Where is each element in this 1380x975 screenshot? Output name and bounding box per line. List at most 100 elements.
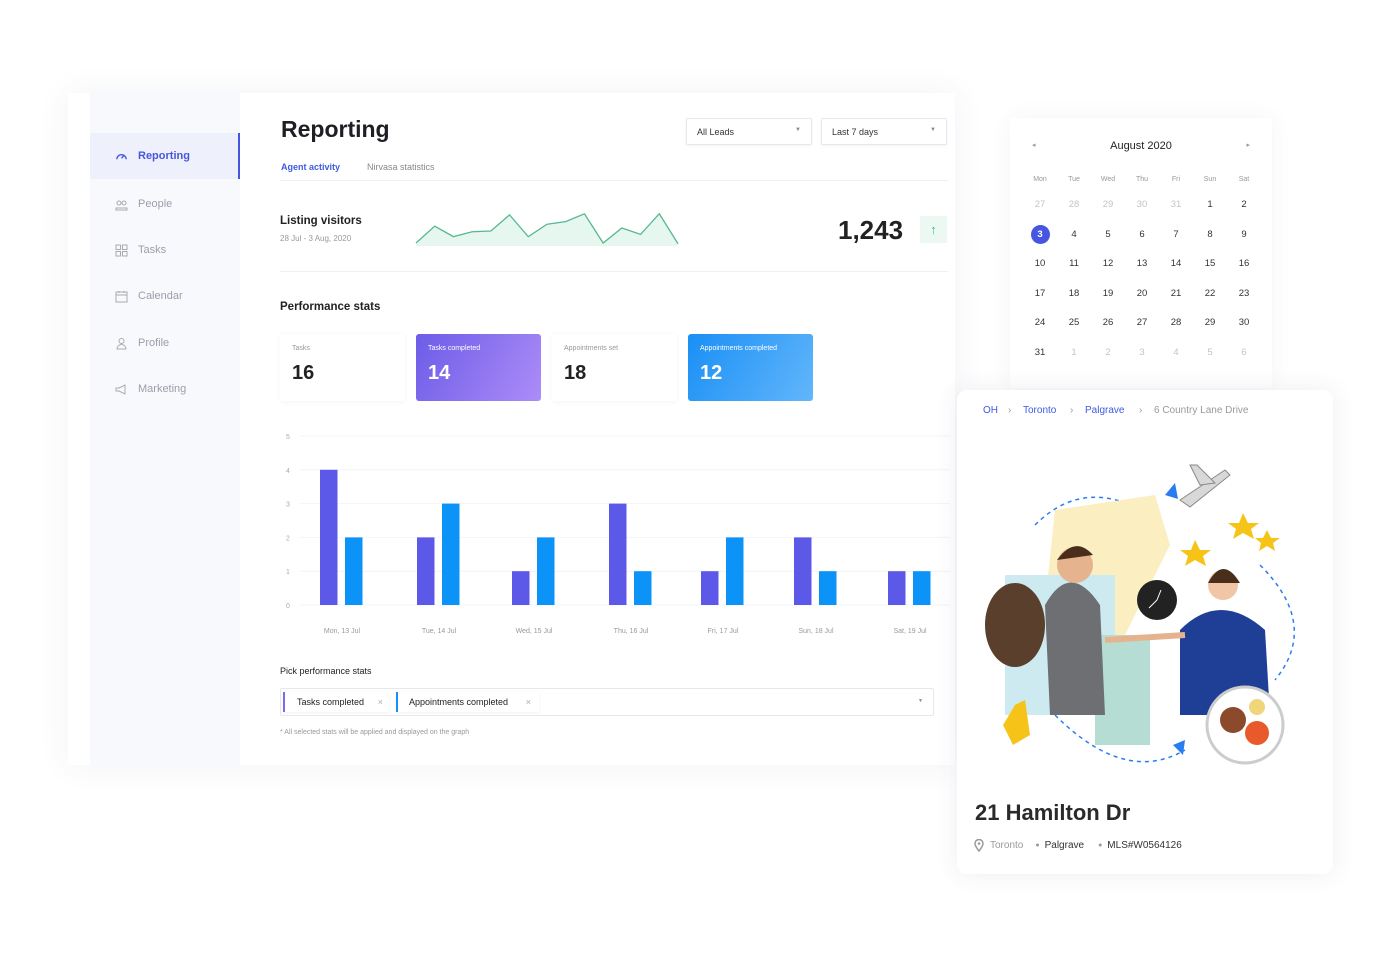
stat-card-tasks-completed[interactable]: Tasks completed 14 (416, 334, 541, 401)
divider (280, 180, 948, 181)
tab-agent-activity[interactable]: Agent activity (281, 162, 341, 172)
day-number: 27 (1136, 317, 1148, 329)
calendar-day[interactable]: 23 (1227, 279, 1261, 309)
day-number: 23 (1238, 287, 1250, 299)
breadcrumb-item[interactable]: OH (983, 405, 998, 416)
weekday-label: Sun (1203, 175, 1217, 183)
chip-tasks-completed[interactable]: Tasks completed × (283, 692, 389, 712)
calendar-day[interactable]: 18 (1057, 279, 1091, 309)
stat-label: Tasks completed (428, 345, 481, 352)
picker-title: Pick performance stats (280, 666, 372, 676)
day-number: 1 (1071, 346, 1077, 358)
calendar-day[interactable]: 9 (1227, 220, 1261, 250)
sparkline-line (415, 212, 679, 245)
calendar-day[interactable]: 25 (1057, 308, 1091, 338)
location-pin-icon (974, 839, 984, 852)
calendar-day[interactable]: 15 (1193, 249, 1227, 279)
listing-range: 28 Jul - 3 Aug, 2020 (280, 234, 352, 243)
calendar-day[interactable]: 26 (1091, 308, 1125, 338)
weekday-label: Thu (1135, 175, 1149, 183)
day-number: 1 (1207, 199, 1213, 211)
bar (819, 571, 837, 605)
calendar-day[interactable]: 20 (1125, 279, 1159, 309)
property-name: 21 Hamilton Dr (975, 800, 1131, 825)
calendar-day[interactable]: 14 (1159, 249, 1193, 279)
calendar-day[interactable]: 21 (1159, 279, 1193, 309)
calendar-day[interactable]: 1 (1193, 190, 1227, 220)
calendar-day[interactable]: 2 (1091, 338, 1125, 368)
stats-picker[interactable]: Tasks completed × Appointments completed ×… (280, 688, 934, 716)
calendar-day[interactable]: 28 (1159, 308, 1193, 338)
calendar-day[interactable]: 11 (1057, 249, 1091, 279)
calendar-day[interactable]: 4 (1159, 338, 1193, 368)
tab-nirvasa-statistics[interactable]: Nirvasa statistics (367, 162, 435, 172)
stat-card-appointments-completed[interactable]: Appointments completed 12 (688, 334, 813, 401)
calendar-day[interactable]: 5 (1193, 338, 1227, 368)
selected-day[interactable]: 3 (1030, 224, 1050, 244)
weekday-label: Fri (1171, 175, 1181, 183)
calendar-day[interactable]: 3 (1023, 220, 1057, 250)
calendar-day[interactable]: 29 (1091, 190, 1125, 220)
calendar-day[interactable]: 19 (1091, 279, 1125, 309)
calendar-day[interactable]: 1 (1057, 338, 1091, 368)
stat-card-tasks[interactable]: Tasks 16 (280, 334, 405, 401)
prev-month-icon[interactable]: ◂ (1032, 142, 1036, 149)
calendar-day[interactable]: 17 (1023, 279, 1057, 309)
calendar-day[interactable]: 27 (1023, 190, 1057, 220)
chevron-right-icon: › (1070, 405, 1074, 416)
day-number: 2 (1105, 346, 1111, 358)
calendar-day[interactable]: 29 (1193, 308, 1227, 338)
stat-card-appointments-set[interactable]: Appointments set 18 (552, 334, 677, 401)
calendar-day[interactable]: 6 (1227, 338, 1261, 368)
calendar-day[interactable]: 27 (1125, 308, 1159, 338)
sidebar-item-tasks[interactable]: Tasks (90, 227, 240, 273)
remove-chip-icon[interactable]: × (377, 697, 383, 707)
bar (320, 469, 338, 605)
sidebar-item-reporting[interactable]: Reporting (90, 133, 240, 179)
calendar-day[interactable]: 13 (1125, 249, 1159, 279)
x-tick-label: Tue, 14 Jul (422, 628, 457, 635)
hotel-reception-illustration (985, 464, 1296, 765)
leads-filter-dropdown[interactable]: All Leads ▼ (686, 118, 812, 145)
calendar-day[interactable]: 5 (1091, 220, 1125, 250)
calendar-day[interactable]: 28 (1057, 190, 1091, 220)
calendar-day[interactable]: 30 (1227, 308, 1261, 338)
next-month-icon[interactable]: ▸ (1246, 142, 1250, 149)
day-number: 11 (1069, 258, 1079, 270)
day-number: 14 (1170, 258, 1182, 270)
calendar-day[interactable]: 10 (1023, 249, 1057, 279)
calendar-day[interactable]: 12 (1091, 249, 1125, 279)
caret-down-icon[interactable]: ▼ (918, 698, 923, 704)
sidebar-item-label: Tasks (138, 244, 167, 256)
calendar-day[interactable]: 31 (1159, 190, 1193, 220)
sidebar-item-marketing[interactable]: Marketing (90, 366, 240, 412)
calendar-day[interactable]: 24 (1023, 308, 1057, 338)
calendar-day[interactable]: 8 (1193, 220, 1227, 250)
day-number: 12 (1102, 258, 1114, 270)
breadcrumb-item[interactable]: Toronto (1023, 405, 1057, 416)
day-number: 3 (1139, 346, 1145, 358)
calendar-day[interactable]: 4 (1057, 220, 1091, 250)
sidebar-item-people[interactable]: People (90, 181, 240, 227)
calendar-day[interactable]: 30 (1125, 190, 1159, 220)
calendar-day[interactable]: 7 (1159, 220, 1193, 250)
chip-appointments-completed[interactable]: Appointments completed × (396, 692, 539, 712)
calendar-day[interactable]: 6 (1125, 220, 1159, 250)
property-meta: Toronto ● Palgrave ● MLS#W0564126 (974, 839, 1182, 852)
calendar-day[interactable]: 31 (1023, 338, 1057, 368)
sidebar-item-label: Marketing (138, 383, 187, 395)
day-number: 5 (1105, 228, 1111, 240)
calendar-day[interactable]: 3 (1125, 338, 1159, 368)
stat-value: 16 (292, 362, 315, 384)
breadcrumb-item[interactable]: Palgrave (1085, 405, 1125, 416)
calendar-day[interactable]: 16 (1227, 249, 1261, 279)
stat-label: Appointments completed (700, 345, 778, 352)
remove-chip-icon[interactable]: × (525, 697, 531, 707)
sidebar-item-profile[interactable]: Profile (90, 320, 240, 366)
y-tick-label: 4 (286, 468, 290, 475)
calendar-day[interactable]: 2 (1227, 190, 1261, 220)
x-tick-label: Sat, 19 Jul (893, 628, 927, 635)
calendar-day[interactable]: 22 (1193, 279, 1227, 309)
range-filter-dropdown[interactable]: Last 7 days ▼ (821, 118, 947, 145)
sidebar-item-calendar[interactable]: Calendar (90, 273, 240, 319)
